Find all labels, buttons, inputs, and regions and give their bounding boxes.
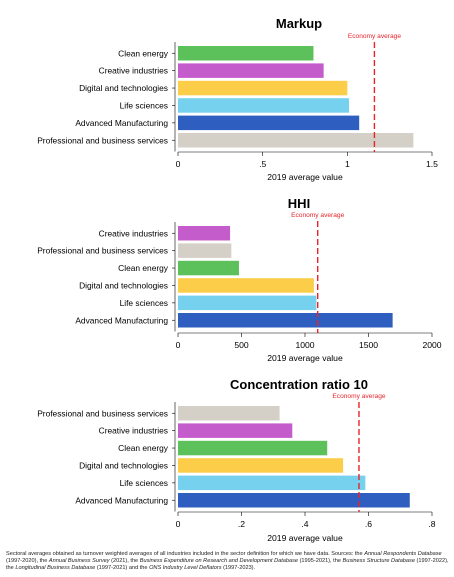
category-label: Professional and business services (37, 408, 168, 418)
bar (178, 226, 231, 241)
x-axis-label: 2019 average value (267, 353, 343, 363)
economy-average-label: Economy average (291, 212, 344, 219)
bar (178, 46, 314, 61)
footnote-source-name: Business Structure Database (342, 558, 415, 564)
x-tick-label: .5 (259, 159, 266, 169)
footnote-source-name: ONS Industry Level Deflators (149, 565, 222, 571)
bar (178, 80, 348, 96)
chart-title: Concentration ratio 10 (230, 377, 368, 392)
bar (178, 243, 232, 258)
x-tick-label: 0 (176, 519, 181, 529)
footnote-text: (2021), the (109, 558, 140, 564)
x-tick-label: 2000 (422, 340, 441, 350)
x-tick-label: 1000 (295, 340, 314, 350)
footnote-source-name: Business Expenditure on Research and Dev… (139, 558, 299, 564)
footnote-source-name: Annual Business Survey (48, 558, 110, 564)
bar (178, 423, 293, 438)
bar (178, 458, 344, 473)
footnote-source-name: Annual Respondents Database (364, 551, 442, 557)
bar (178, 63, 324, 78)
bar (178, 493, 410, 508)
x-tick-label: 1 (345, 159, 350, 169)
category-label: Life sciences (120, 100, 168, 110)
x-tick-label: .6 (365, 519, 372, 529)
bar (178, 406, 280, 421)
bar (178, 295, 317, 311)
category-label: Creative industries (99, 426, 168, 436)
footnote-text: Sectoral averages obtained as turnover w… (6, 551, 365, 557)
x-axis-label: 2019 average value (267, 533, 343, 543)
footnote-text: (1997-2021) and the (95, 565, 150, 571)
category-label: Life sciences (120, 478, 168, 488)
economy-average-label: Economy average (332, 393, 385, 400)
x-tick-label: .2 (238, 519, 245, 529)
category-label: Creative industries (99, 66, 168, 76)
category-label: Advanced Manufacturing (75, 495, 168, 505)
footnote-text: (1997-2022), the (6, 558, 449, 571)
category-label: Advanced Manufacturing (75, 118, 168, 128)
footnote: Sectoral averages obtained as turnover w… (6, 551, 452, 572)
bar (178, 278, 314, 293)
category-label: Life sciences (120, 298, 168, 308)
bar (178, 260, 239, 276)
economy-average-label: Economy average (348, 33, 401, 40)
x-tick-label: 1500 (359, 340, 378, 350)
x-tick-label: 500 (234, 340, 249, 350)
category-label: Digital and technologies (79, 460, 168, 470)
chart-title: HHI (288, 196, 310, 211)
category-label: Creative industries (99, 228, 168, 238)
x-tick-label: 1.5 (426, 159, 438, 169)
bar (178, 475, 366, 491)
footnote-source-name: Longitudinal Business Database (15, 565, 96, 571)
x-tick-label: .8 (428, 519, 435, 529)
bar (178, 98, 350, 113)
bar (178, 133, 414, 148)
category-label: Clean energy (118, 48, 169, 58)
category-label: Digital and technologies (79, 280, 168, 290)
category-label: Professional and business services (37, 246, 168, 256)
x-tick-label: 0 (176, 159, 181, 169)
x-tick-label: 0 (176, 340, 181, 350)
x-axis-label: 2019 average value (267, 172, 343, 182)
bar (178, 115, 360, 131)
category-label: Professional and business services (37, 135, 168, 145)
bar (178, 440, 328, 456)
category-label: Clean energy (118, 263, 169, 273)
category-label: Clean energy (118, 443, 169, 453)
footnote-text: (1995-2021), the (298, 558, 343, 564)
footnote-text: (1997-2023). (221, 565, 256, 571)
charts-canvas: Markup Clean energy Creative industries Dig… (37, 16, 442, 543)
category-label: Digital and technologies (79, 83, 168, 93)
footnote-text: (1997-2020), the (6, 558, 49, 564)
category-label: Advanced Manufacturing (75, 315, 168, 325)
chart-title: Markup (276, 16, 322, 31)
bar (178, 313, 393, 328)
x-tick-label: .4 (301, 519, 308, 529)
